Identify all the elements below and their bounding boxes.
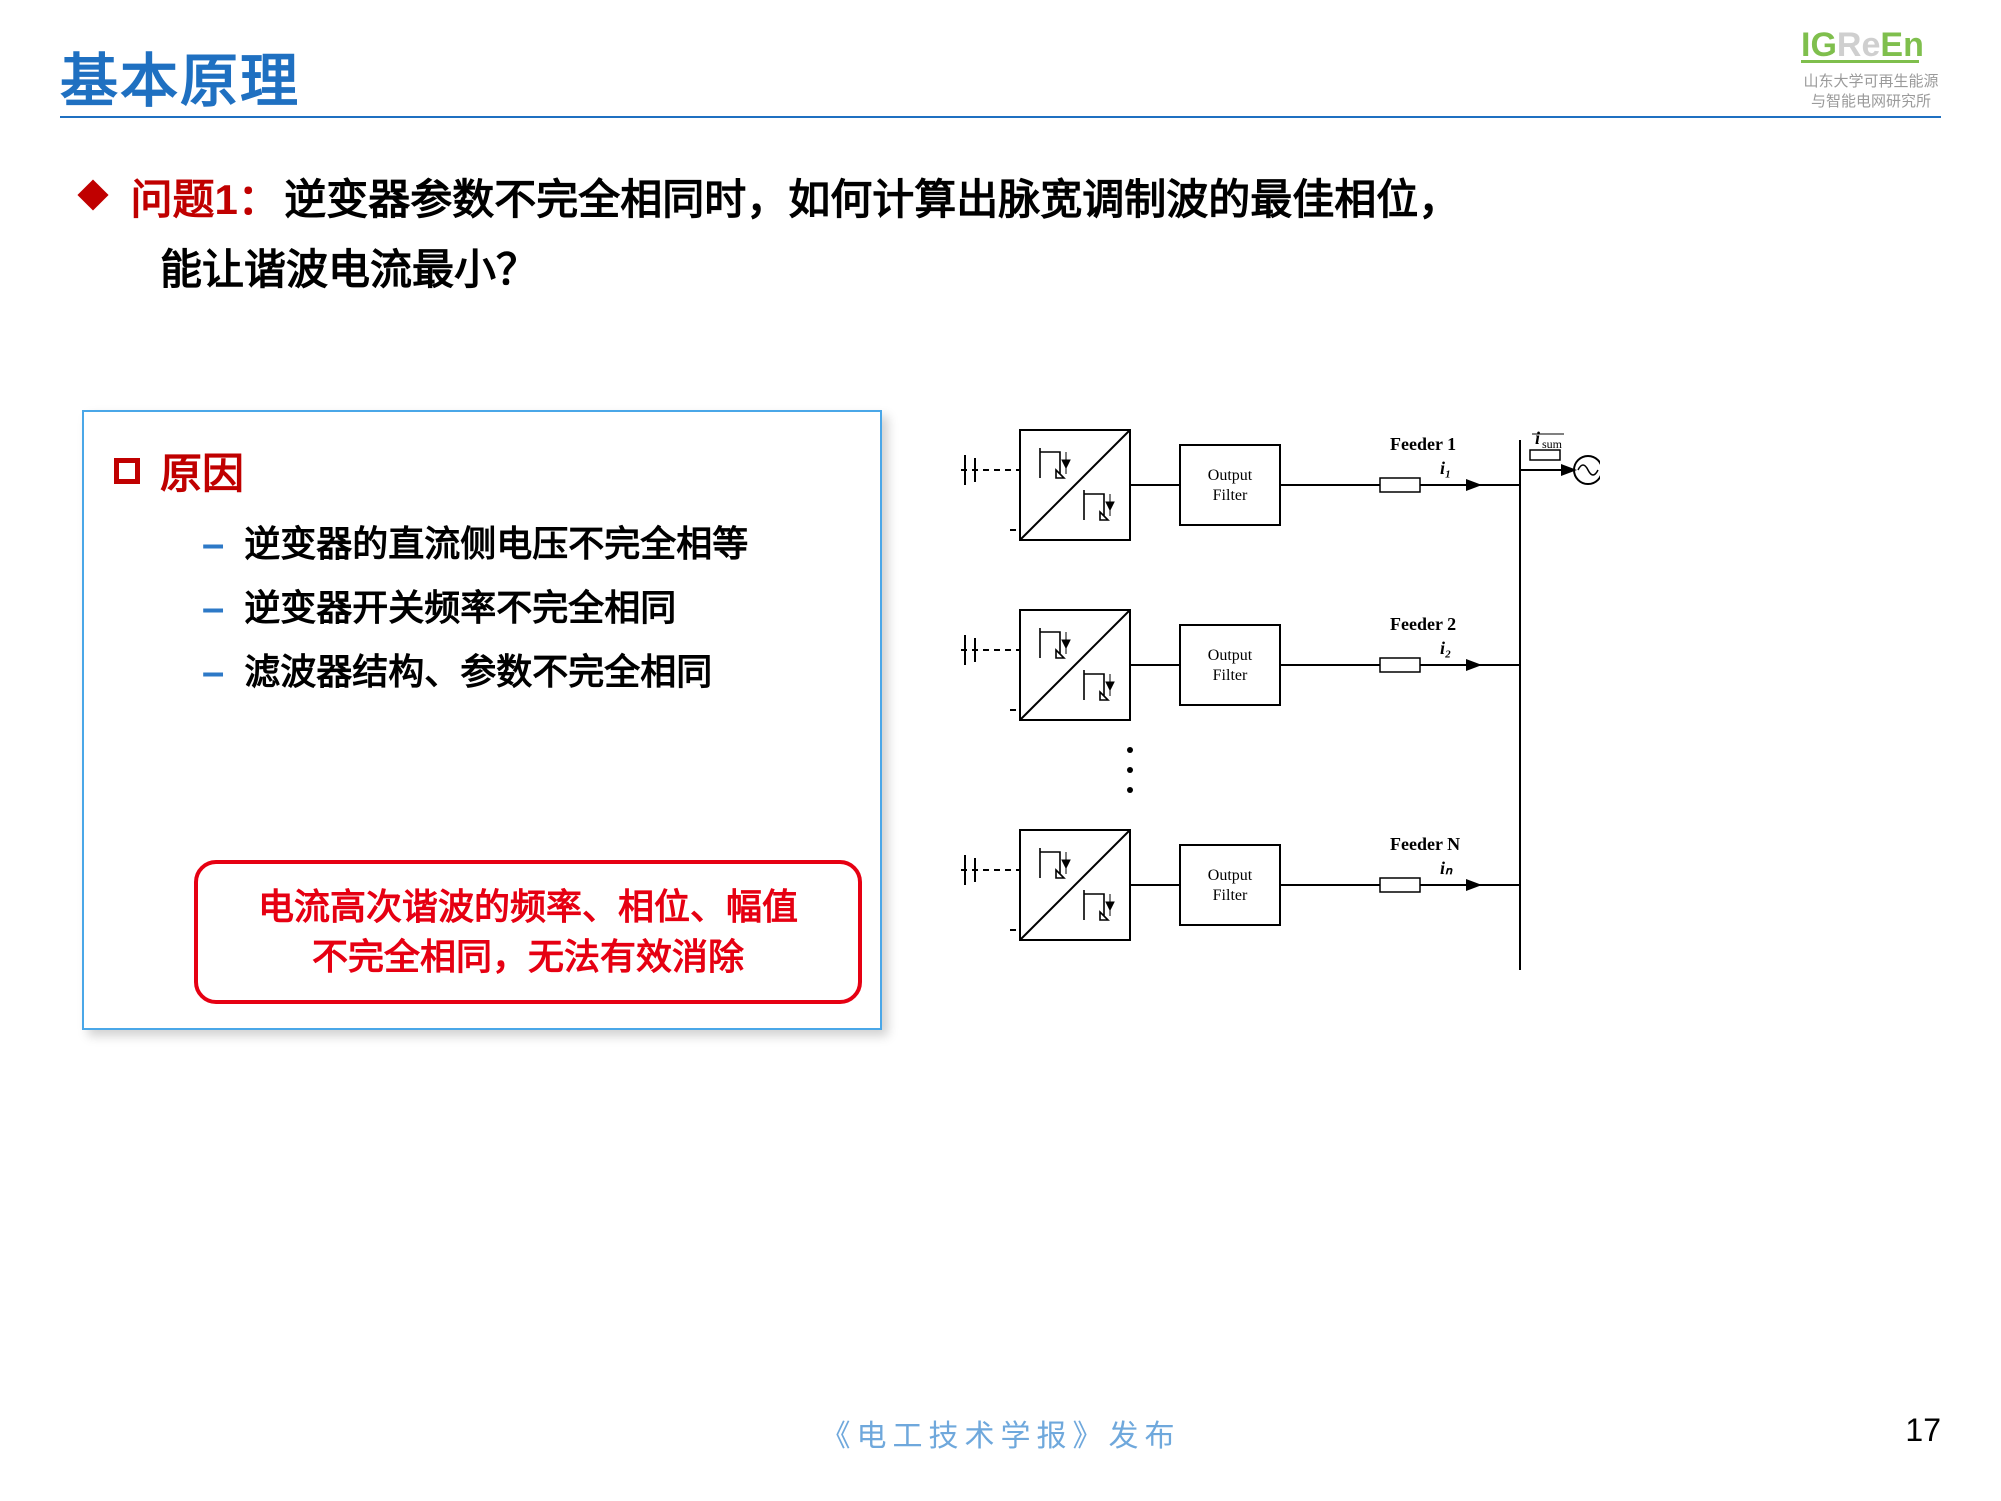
svg-text:Feeder N: Feeder N [1390,834,1460,854]
svg-text:Filter: Filter [1213,667,1248,684]
svg-text:i₂: i₂ [1440,638,1451,658]
question-line1: 逆变器参数不完全相同时，如何计算出脉宽调制波的最佳相位， [284,176,1460,223]
svg-text:Output: Output [1208,467,1253,484]
institute-name-line2: 与智能电网研究所 [1801,93,1941,111]
institute-logo: IGReEn 山东大学可再生能源 与智能电网研究所 [1801,24,1941,111]
reason-text: 滤波器结构、参数不完全相同 [244,649,712,695]
highlight-line2: 不完全相同，无法有效消除 [218,932,838,982]
slide-title: 基本原理 [60,34,1941,118]
dash-bullet-icon: – [202,521,224,567]
highlight-box: 电流高次谐波的频率、相位、幅值 不完全相同，无法有效消除 [194,860,862,1004]
question-block: 问题1： 逆变器参数不完全相同时，如何计算出脉宽调制波的最佳相位， 能让谐波电流… [82,166,1941,297]
svg-text:Output: Output [1208,647,1253,664]
reason-item: – 逆变器的直流侧电压不完全相等 [202,521,850,567]
svg-text:Feeder 2: Feeder 2 [1390,614,1456,634]
svg-text:i₁: i₁ [1440,458,1451,478]
reason-item: – 滤波器结构、参数不完全相同 [202,649,850,695]
inverter-feeder-diagram: isum Output Filter Feeder 1 i₁ Output Filter Fe… [960,410,1600,1030]
highlight-line1: 电流高次谐波的频率、相位、幅值 [218,882,838,932]
svg-text:Feeder 1: Feeder 1 [1390,434,1456,454]
svg-text:Filter: Filter [1213,487,1248,504]
svg-text:sum: sum [1542,437,1563,451]
title-underline [60,116,1941,118]
footer-text: 《电工技术学报》发布 [0,1411,2001,1455]
svg-text:Filter: Filter [1213,887,1248,904]
svg-text:iₙ: iₙ [1440,858,1453,878]
dash-bullet-icon: – [202,649,224,695]
reason-text: 逆变器开关频率不完全相同 [244,585,676,631]
page-number: 17 [1905,1412,1941,1449]
reason-box: 原因 – 逆变器的直流侧电压不完全相等 – 逆变器开关频率不完全相同 – 滤波器… [82,410,882,1030]
dash-bullet-icon: – [202,585,224,631]
reason-text: 逆变器的直流侧电压不完全相等 [244,521,748,567]
question-line2: 能让谐波电流最小？ [160,236,1941,297]
open-square-bullet-icon [114,458,140,484]
svg-text:Output: Output [1208,867,1253,884]
logo-mark-icon: IGReEn [1801,24,1941,66]
reason-title: 原因 [160,440,244,501]
svg-text:i: i [1535,428,1540,448]
institute-name-line1: 山东大学可再生能源 [1801,73,1941,91]
diamond-bullet-icon [77,179,108,210]
question-label: 问题1： [130,176,279,223]
reason-item: – 逆变器开关频率不完全相同 [202,585,850,631]
svg-text:IGReEn: IGReEn [1801,26,1924,64]
